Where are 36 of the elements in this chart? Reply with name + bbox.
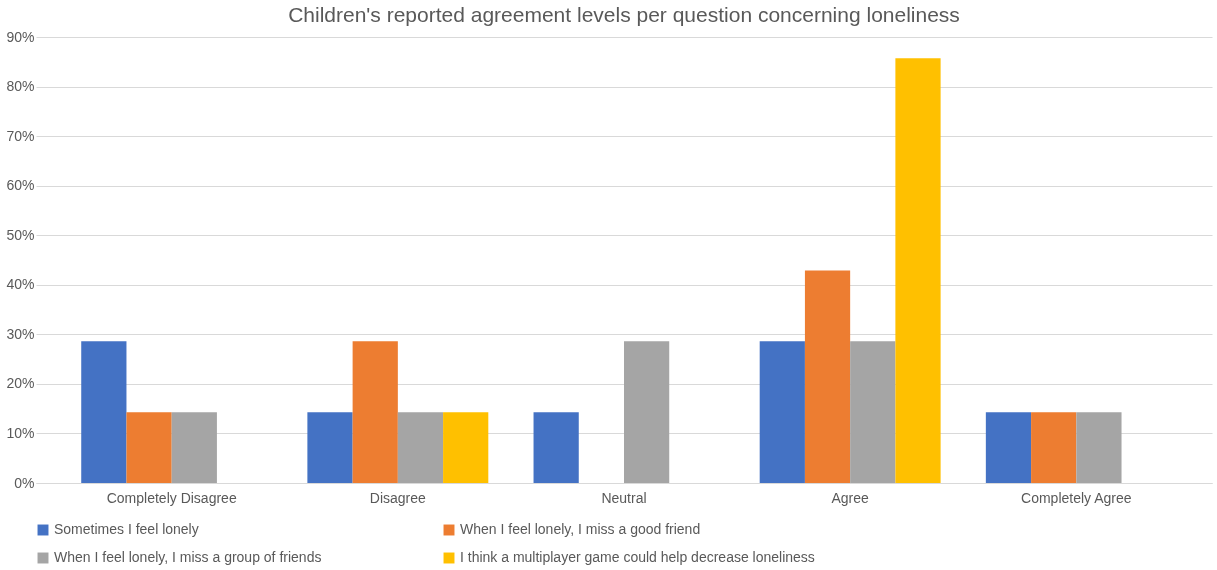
y-tick-label: 40% xyxy=(6,276,35,293)
bar xyxy=(81,341,127,483)
x-tick-label: Completely Agree xyxy=(1021,489,1132,506)
x-tick-label: Neutral xyxy=(601,489,647,506)
bar xyxy=(759,341,805,483)
x-tick-label: Disagree xyxy=(369,489,427,506)
bar xyxy=(533,412,579,483)
bar xyxy=(171,412,217,483)
y-tick-label: 0% xyxy=(14,474,35,491)
y-tick-label: 30% xyxy=(6,325,35,342)
bar xyxy=(985,412,1032,483)
y-tick-label: 50% xyxy=(6,226,35,243)
bar xyxy=(1031,412,1077,483)
bar xyxy=(443,412,489,483)
bar xyxy=(307,412,353,483)
x-tick-label: Completely Disagree xyxy=(106,489,237,506)
y-tick-label: 80% xyxy=(6,78,35,95)
legend-label: When I feel lonely, I miss a good friend xyxy=(460,521,701,537)
bar xyxy=(895,58,941,483)
bar xyxy=(126,412,172,483)
bar xyxy=(352,341,398,483)
legend-label: I think a multiplayer game could help decrease loneliness xyxy=(460,549,815,565)
y-tick-label: 70% xyxy=(6,127,35,144)
bar xyxy=(1076,412,1122,483)
bar xyxy=(624,341,670,483)
bar xyxy=(397,412,444,483)
y-tick-label: 20% xyxy=(6,375,35,392)
legend-label: Sometimes I feel lonely xyxy=(54,521,199,537)
legend-label: When I feel lonely, I miss a group of friends xyxy=(54,549,322,565)
bar xyxy=(804,270,851,483)
x-tick-label: Agree xyxy=(831,489,870,506)
y-tick-label: 60% xyxy=(6,177,35,194)
bar xyxy=(850,341,896,483)
y-tick-label: 10% xyxy=(6,424,35,441)
chart-title: Children's reported agreement levels per question concerning loneliness xyxy=(288,3,960,26)
y-tick-label: 90% xyxy=(6,28,35,45)
